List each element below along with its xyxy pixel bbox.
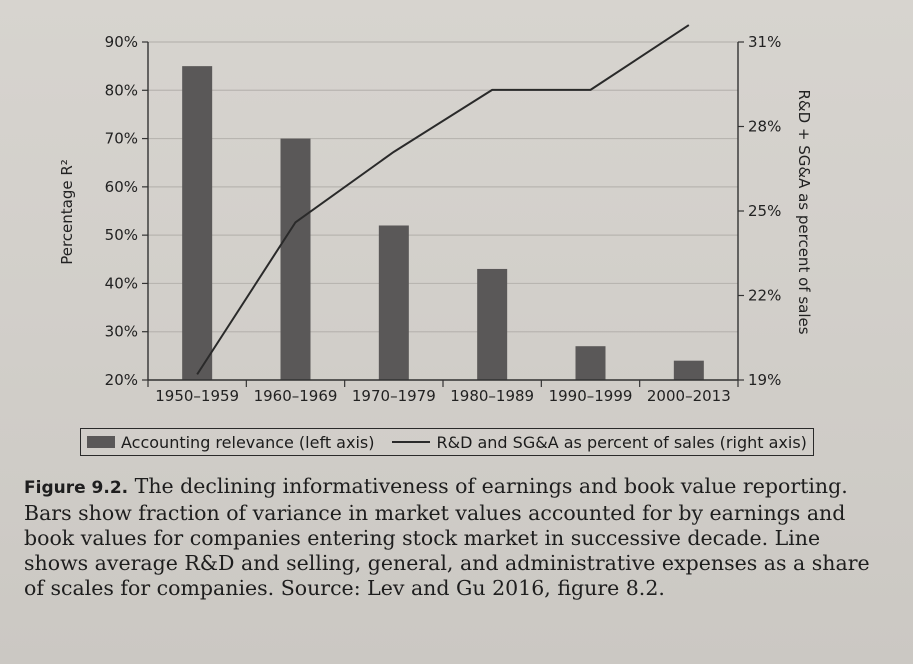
y2-tick-label: 25%	[748, 202, 781, 220]
y2-tick-label: 28%	[748, 118, 781, 136]
caption-text: The declining informativeness of earning…	[24, 474, 870, 600]
x-tick-label: 1980–1989	[450, 387, 534, 405]
bar	[477, 268, 508, 380]
bar	[673, 360, 704, 380]
axes	[142, 41, 744, 387]
x-tick-label: 1950–1959	[155, 387, 239, 405]
y2-axis-title: R&D + SG&A as percent of sales	[795, 89, 813, 334]
bar	[182, 66, 213, 381]
y-tick-label: 20%	[105, 371, 138, 389]
legend-item-bar: Accounting relevance (left axis)	[87, 433, 374, 452]
bar-series	[182, 66, 704, 381]
y2-tick-label: 22%	[748, 287, 781, 305]
y2-tick-label: 19%	[748, 371, 781, 389]
legend-line-label: R&D and SG&A as percent of sales (right …	[436, 432, 807, 452]
x-tick-label: 2000–2013	[647, 387, 731, 405]
bar	[280, 138, 311, 380]
y-axis-title: Percentage R²	[58, 159, 76, 265]
bar	[575, 346, 606, 380]
gridlines	[148, 41, 738, 381]
legend-line-swatch	[392, 441, 431, 443]
y-tick-label: 30%	[105, 323, 138, 341]
figure-caption: Figure 9.2. The declining informativenes…	[24, 474, 884, 601]
x-tick-label: 1960–1969	[254, 387, 338, 405]
y-tick-label: 40%	[105, 274, 138, 292]
y-tick-label: 90%	[105, 33, 138, 51]
x-tick-label: 1990–1999	[549, 387, 633, 405]
tick-labels: 20% 30% 40% 50% 60% 70% 80% 90% 19% 22% 25% 28% 31% 1…	[105, 33, 782, 405]
y-tick-label: 80%	[105, 81, 138, 99]
figure-label: Figure 9.2.	[24, 478, 129, 498]
legend-bar-swatch	[87, 436, 115, 448]
legend: Accounting relevance (left axis) R&D and…	[80, 428, 814, 456]
y-tick-label: 60%	[105, 178, 138, 196]
y-tick-label: 50%	[105, 226, 138, 244]
line-path	[196, 24, 690, 375]
y-tick-label: 70%	[105, 130, 138, 148]
bar	[378, 225, 409, 380]
x-tick-label: 1970–1979	[352, 387, 436, 405]
legend-item-line: R&D and SG&A as percent of sales (right …	[384, 432, 807, 452]
legend-bar-label: Accounting relevance (left axis)	[121, 432, 375, 452]
y2-tick-label: 31%	[748, 33, 781, 51]
line-series	[196, 24, 690, 375]
